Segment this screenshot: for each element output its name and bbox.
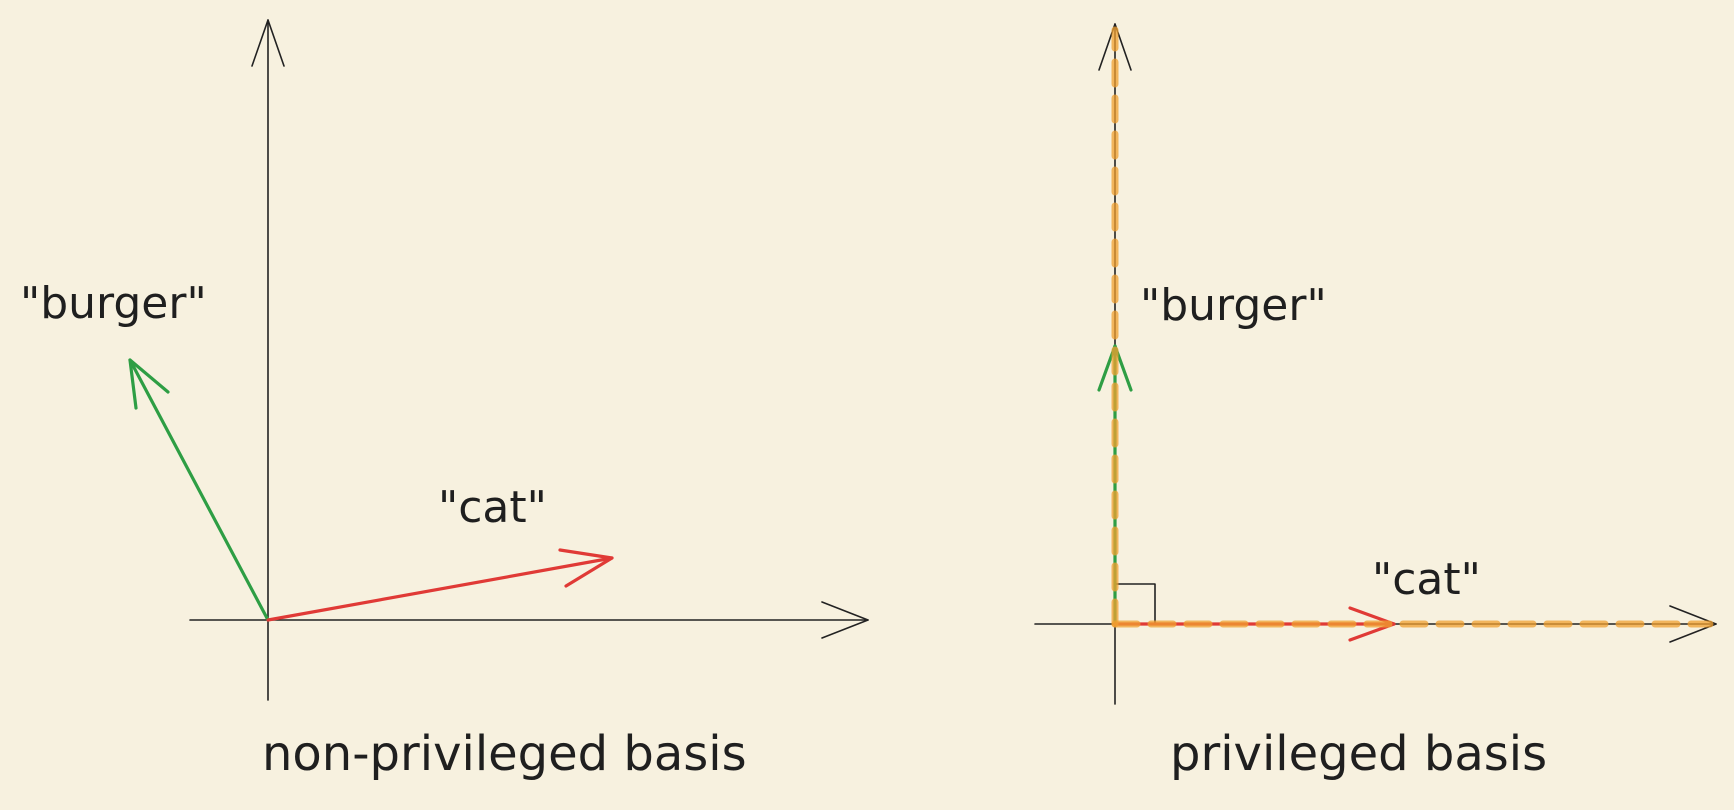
right-caption: privileged basis xyxy=(1170,726,1547,782)
right-y-axis-arrowhead xyxy=(1098,23,1132,71)
left-burger-label: "burger" xyxy=(20,278,207,329)
left-cat-arrowhead xyxy=(558,548,614,588)
right-cat-arrowhead xyxy=(1348,606,1396,642)
left-cat-vector xyxy=(266,556,614,622)
left-y-axis-arrowhead xyxy=(251,19,285,67)
left-burger-arrowhead xyxy=(128,358,170,410)
left-panel: "burger" "cat" non-privileged basis xyxy=(20,19,869,782)
right-angle-marker xyxy=(1114,583,1156,625)
right-x-axis-arrowhead xyxy=(1669,605,1717,643)
right-burger-arrowhead xyxy=(1097,344,1133,392)
left-cat-label: "cat" xyxy=(438,482,547,533)
left-burger-vector xyxy=(128,358,270,622)
right-panel: "burger" "cat" privileged basis xyxy=(1034,23,1717,782)
right-cat-label: "cat" xyxy=(1372,554,1481,605)
left-caption: non-privileged basis xyxy=(262,726,747,782)
left-x-axis-arrowhead xyxy=(821,601,869,639)
right-burger-label: "burger" xyxy=(1140,280,1327,331)
